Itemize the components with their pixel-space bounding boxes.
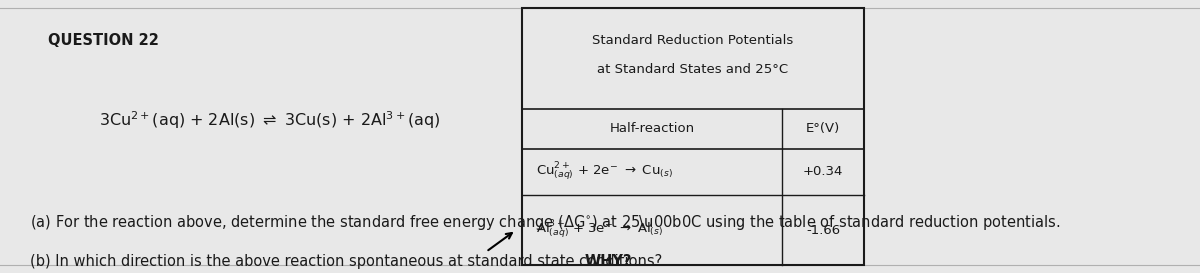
Text: WHY?: WHY?	[584, 254, 632, 269]
Text: -1.66: -1.66	[806, 224, 840, 236]
Text: Standard Reduction Potentials: Standard Reduction Potentials	[593, 34, 793, 48]
Text: (b) In which direction is the above reaction spontaneous at standard state condi: (b) In which direction is the above reac…	[30, 254, 672, 269]
Text: +0.34: +0.34	[803, 165, 844, 179]
Text: E°(V): E°(V)	[806, 123, 840, 135]
Bar	[522, 8, 864, 265]
Text: Cu$^{2+}_{(aq)}$ + 2e$^{-}$ $\rightarrow$ Cu$_{(s)}$: Cu$^{2+}_{(aq)}$ + 2e$^{-}$ $\rightarrow…	[536, 161, 673, 183]
Text: QUESTION 22: QUESTION 22	[48, 33, 158, 48]
Text: Al$^{3+}_{(aq)}$ + 3e$^{-}$ $\rightarrow$ Al$_{(s)}$: Al$^{3+}_{(aq)}$ + 3e$^{-}$ $\rightarrow…	[536, 219, 664, 241]
Text: Half-reaction: Half-reaction	[610, 123, 695, 135]
Text: (a) For the reaction above, determine the standard free energy change ($\Delta$G: (a) For the reaction above, determine th…	[30, 213, 1061, 232]
Text: at Standard States and 25°C: at Standard States and 25°C	[598, 63, 788, 76]
Text: 3Cu$^{2+}$(aq) + 2Al(s) $\rightleftharpoons$ 3Cu(s) + 2Al$^{3+}$(aq): 3Cu$^{2+}$(aq) + 2Al(s) $\rightleftharpo…	[100, 109, 440, 131]
